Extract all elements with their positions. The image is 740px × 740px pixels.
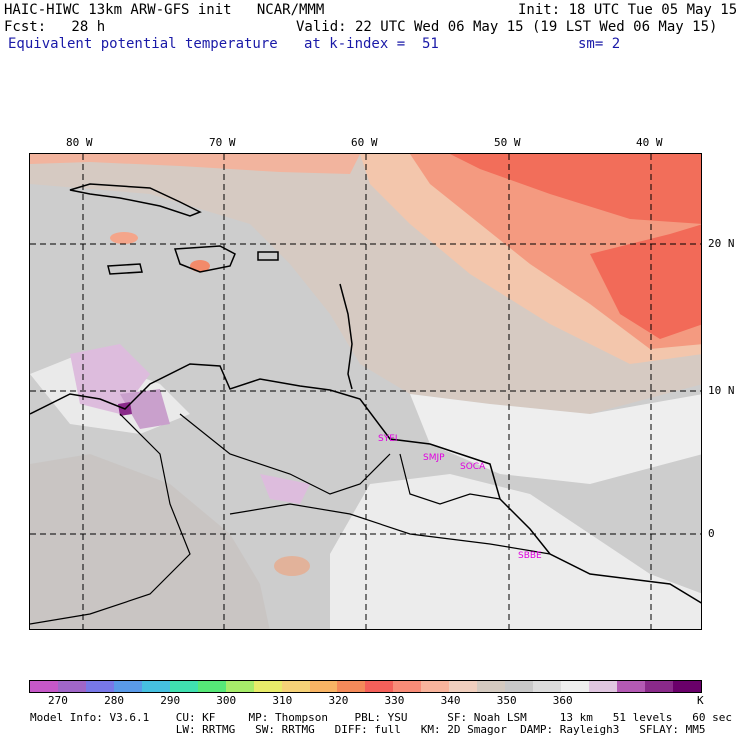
colorbar-swatch — [393, 681, 422, 692]
colorbar-swatch — [57, 681, 86, 692]
colorbar-label: 350 — [496, 694, 517, 707]
colorbar-swatch — [225, 681, 254, 692]
model-info-line1: Model Info: V3.6.1 CU: KF MP: Thompson P… — [30, 711, 732, 724]
colorbar-swatch — [197, 681, 226, 692]
hispaniola-coastline — [173, 245, 236, 273]
warm-band-north-edge — [30, 154, 360, 174]
atlantic-light-band — [330, 474, 701, 629]
colorbar-swatch — [505, 681, 534, 692]
warm-patch-hispaniola — [190, 260, 210, 272]
south-america-coastline — [30, 363, 701, 604]
lon-tick-60w: 60 W — [351, 136, 378, 149]
warm-patch-amazon — [274, 556, 310, 576]
station-label-sbbe: SBBE — [518, 551, 542, 561]
colorbar-label: 340 — [440, 694, 461, 707]
colorbar-swatch — [477, 681, 506, 692]
field-name: Equivalent potential temperature — [8, 36, 278, 52]
colorbar-swatch — [281, 681, 310, 692]
colorbar-swatch — [561, 681, 590, 692]
model-title: HAIC-HIWC 13km ARW-GFS init NCAR/MMM — [4, 2, 325, 18]
lon-tick-40w: 40 W — [636, 136, 663, 149]
lilac-patch-south — [260, 474, 310, 504]
valid-time: Valid: 22 UTC Wed 06 May 15 (19 LST Wed … — [296, 19, 718, 35]
colorbar-label: 330 — [384, 694, 405, 707]
colorbar-label: 360 — [552, 694, 573, 707]
colorbar-swatch — [30, 681, 58, 692]
warm-band-red-east — [590, 224, 701, 339]
venezuela-border — [179, 413, 391, 495]
warm-patch-cuba — [110, 232, 138, 244]
station-label-syei: SYEI — [378, 434, 398, 444]
colorbar-swatch — [533, 681, 562, 692]
lon-tick-50w: 50 W — [494, 136, 521, 149]
colorbar-swatch — [253, 681, 282, 692]
init-time: Init: 18 UTC Tue 05 May 15 — [518, 2, 738, 18]
theta-e-field: SYEI SMJP SOCA SBBE — [30, 154, 701, 629]
smoothing: sm= 2 — [578, 36, 621, 52]
station-label-smjp: SMJP — [423, 453, 445, 463]
colorbar-swatch — [365, 681, 394, 692]
colorbar-swatch — [644, 681, 673, 692]
forecast-hour: Fcst: 28 h — [4, 19, 106, 35]
model-info-line2: LW: RRTMG SW: RRTMG DIFF: full KM: 2D Sm… — [30, 723, 706, 736]
colorbar-unit: K — [697, 694, 704, 707]
lat-tick-0: 0 — [708, 527, 715, 540]
colorbar-swatch — [309, 681, 338, 692]
colorbar — [29, 680, 702, 693]
colorbar-swatch — [449, 681, 478, 692]
colorbar-swatch — [672, 681, 701, 692]
colorbar-swatch — [141, 681, 170, 692]
colorbar-label: 300 — [216, 694, 237, 707]
colorbar-label: 270 — [48, 694, 68, 707]
colorbar-label: 310 — [272, 694, 293, 707]
model-level: at k-index = 51 — [304, 36, 439, 52]
colorbar-label: 290 — [160, 694, 181, 707]
colorbar-label: 280 — [104, 694, 124, 707]
lat-tick-10n: 10 N — [708, 384, 735, 397]
brazil-border — [229, 503, 551, 555]
colorbar-swatch — [337, 681, 366, 692]
colorbar-swatch — [113, 681, 142, 692]
guianas-border — [399, 453, 501, 505]
map-panel: SYEI SMJP SOCA SBBE — [29, 153, 702, 630]
colorbar-swatch — [617, 681, 645, 692]
puerto-rico-coastline — [257, 251, 279, 261]
amazon-region — [30, 454, 270, 629]
colorbar-label: 320 — [328, 694, 349, 707]
andes-border — [30, 413, 191, 625]
colorbar-swatch — [85, 681, 114, 692]
colorbar-swatch — [589, 681, 618, 692]
lilac-patch-panama — [120, 389, 170, 429]
warm-band-red-north — [450, 154, 701, 224]
lon-tick-70w: 70 W — [209, 136, 236, 149]
cuba-coastline — [69, 183, 202, 217]
lon-tick-80w: 80 W — [66, 136, 93, 149]
colorbar-swatch — [169, 681, 198, 692]
jamaica-coastline — [107, 263, 143, 275]
graticule — [30, 154, 701, 629]
colorbar-swatch — [421, 681, 450, 692]
station-label-soca: SOCA — [460, 462, 486, 472]
lesser-antilles-chain — [339, 283, 353, 390]
lat-tick-20n: 20 N — [708, 237, 735, 250]
